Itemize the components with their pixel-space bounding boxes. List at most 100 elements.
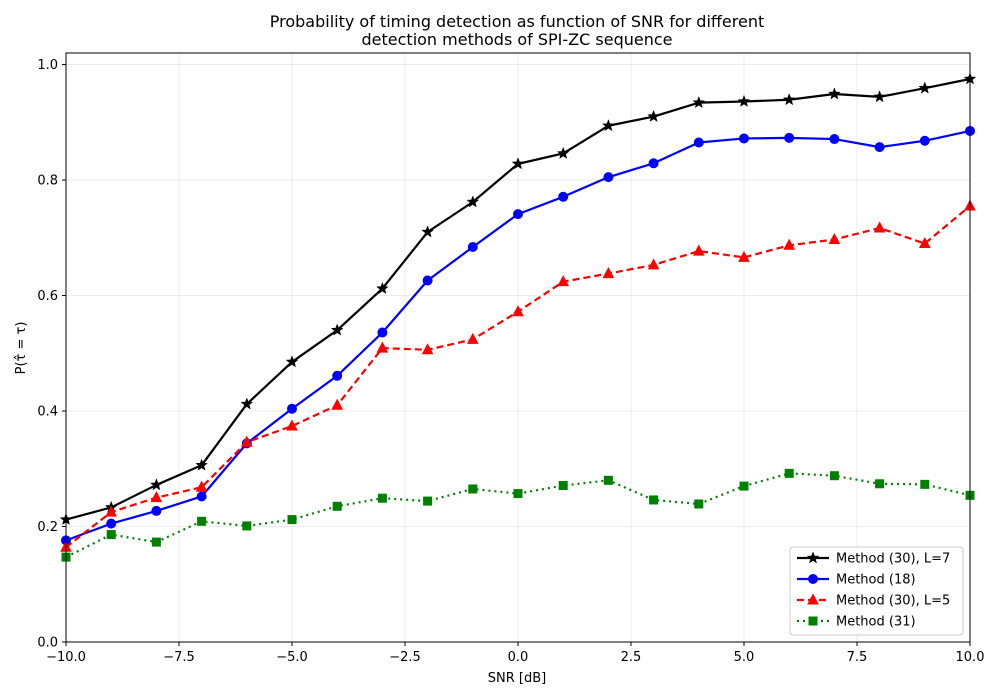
data-point bbox=[421, 343, 434, 355]
x-tick-label: 5.0 bbox=[734, 650, 755, 665]
legend-marker bbox=[808, 574, 818, 584]
grid bbox=[65, 53, 971, 643]
data-point bbox=[602, 119, 615, 132]
data-point bbox=[467, 242, 478, 253]
data-point bbox=[106, 518, 117, 529]
data-point bbox=[873, 221, 886, 233]
data-point bbox=[242, 521, 252, 531]
y-tick-label: 0.6 bbox=[37, 289, 58, 304]
data-point bbox=[466, 332, 479, 344]
data-point bbox=[558, 191, 569, 202]
x-tick-label: 0.0 bbox=[508, 650, 529, 665]
data-point bbox=[557, 275, 570, 287]
legend-marker bbox=[806, 551, 820, 564]
data-point bbox=[466, 195, 480, 208]
data-point bbox=[693, 137, 704, 148]
data-point bbox=[558, 481, 568, 491]
data-point bbox=[240, 435, 253, 447]
y-tick-label: 0.8 bbox=[37, 174, 58, 189]
legend-label: Method (31) bbox=[836, 615, 916, 630]
data-point bbox=[150, 478, 163, 491]
data-point bbox=[739, 481, 749, 491]
data-point bbox=[287, 403, 297, 414]
x-tick-label: 2.5 bbox=[621, 650, 642, 665]
data-point bbox=[195, 480, 208, 492]
data-point bbox=[332, 501, 342, 511]
y-tick-label: 0.2 bbox=[37, 520, 58, 535]
data-point bbox=[151, 537, 161, 547]
data-point bbox=[694, 499, 704, 509]
data-point bbox=[737, 94, 751, 107]
data-point bbox=[783, 238, 796, 250]
data-point bbox=[513, 489, 523, 499]
data-point bbox=[331, 398, 344, 410]
axis-ticks: −10.0 −7.5 −5.0 −2.5 0.0 2.5 5.0 7.5 10.0 0.0 0.2 0… bbox=[37, 58, 984, 665]
data-point bbox=[784, 132, 795, 143]
data-point bbox=[829, 134, 840, 145]
data-point bbox=[376, 341, 389, 353]
data-point bbox=[105, 505, 118, 517]
data-point bbox=[512, 305, 524, 317]
data-point bbox=[829, 471, 839, 481]
data-point bbox=[692, 244, 705, 256]
data-point bbox=[150, 491, 163, 503]
series-2 bbox=[61, 125, 975, 546]
data-point bbox=[782, 93, 796, 106]
data-point bbox=[919, 135, 930, 146]
data-point bbox=[377, 327, 388, 338]
legend-label: Method (18) bbox=[836, 573, 916, 588]
data-point bbox=[106, 530, 116, 540]
x-tick-label: −7.5 bbox=[163, 650, 195, 665]
data-point bbox=[196, 491, 207, 502]
legend: Method (30), L=7 Method (18) Method (30), … bbox=[789, 546, 964, 636]
data-point bbox=[285, 355, 299, 368]
data-point bbox=[648, 158, 659, 169]
data-point bbox=[376, 281, 389, 295]
data-point bbox=[287, 515, 297, 525]
data-point bbox=[556, 146, 570, 159]
data-point bbox=[875, 479, 885, 489]
legend-label: Method (30), L=5 bbox=[836, 594, 950, 609]
x-axis-label: SNR [dB] bbox=[488, 671, 546, 686]
data-point bbox=[151, 505, 162, 516]
x-tick-label: 7.5 bbox=[847, 650, 868, 665]
y-tick-label: 0.0 bbox=[37, 636, 58, 651]
data-point bbox=[874, 142, 885, 153]
data-point bbox=[377, 493, 387, 503]
data-point bbox=[195, 458, 208, 471]
data-point bbox=[422, 275, 433, 286]
x-tick-label: −10.0 bbox=[46, 650, 86, 665]
x-tick-label: −2.5 bbox=[389, 650, 421, 665]
data-point bbox=[513, 209, 523, 220]
data-point bbox=[738, 250, 750, 262]
data-point bbox=[918, 81, 932, 94]
data-point bbox=[739, 133, 749, 144]
data-point bbox=[918, 236, 931, 249]
legend-box bbox=[789, 546, 964, 636]
data-point bbox=[828, 87, 841, 100]
data-point bbox=[602, 267, 615, 279]
data-point bbox=[603, 475, 613, 485]
x-tick-label: 10.0 bbox=[956, 650, 985, 665]
y-tick-label: 1.0 bbox=[37, 58, 58, 73]
data-point bbox=[197, 516, 207, 526]
x-tick-label: −5.0 bbox=[276, 650, 308, 665]
legend-marker bbox=[807, 593, 819, 605]
data-point bbox=[421, 225, 434, 238]
data-point bbox=[692, 95, 706, 109]
data-point bbox=[920, 479, 930, 489]
legend-marker bbox=[808, 616, 818, 626]
chart-title-line-1: Probability of timing detection as funct… bbox=[270, 12, 765, 31]
data-point bbox=[423, 496, 433, 506]
data-point bbox=[828, 232, 841, 245]
data-point bbox=[647, 258, 660, 270]
data-point bbox=[647, 109, 660, 122]
y-tick-label: 0.4 bbox=[37, 405, 58, 420]
data-point bbox=[332, 370, 343, 381]
series-4 bbox=[61, 468, 975, 562]
data-point bbox=[511, 157, 525, 170]
data-point bbox=[873, 90, 886, 103]
data-point bbox=[286, 419, 298, 431]
data-point bbox=[603, 172, 614, 183]
